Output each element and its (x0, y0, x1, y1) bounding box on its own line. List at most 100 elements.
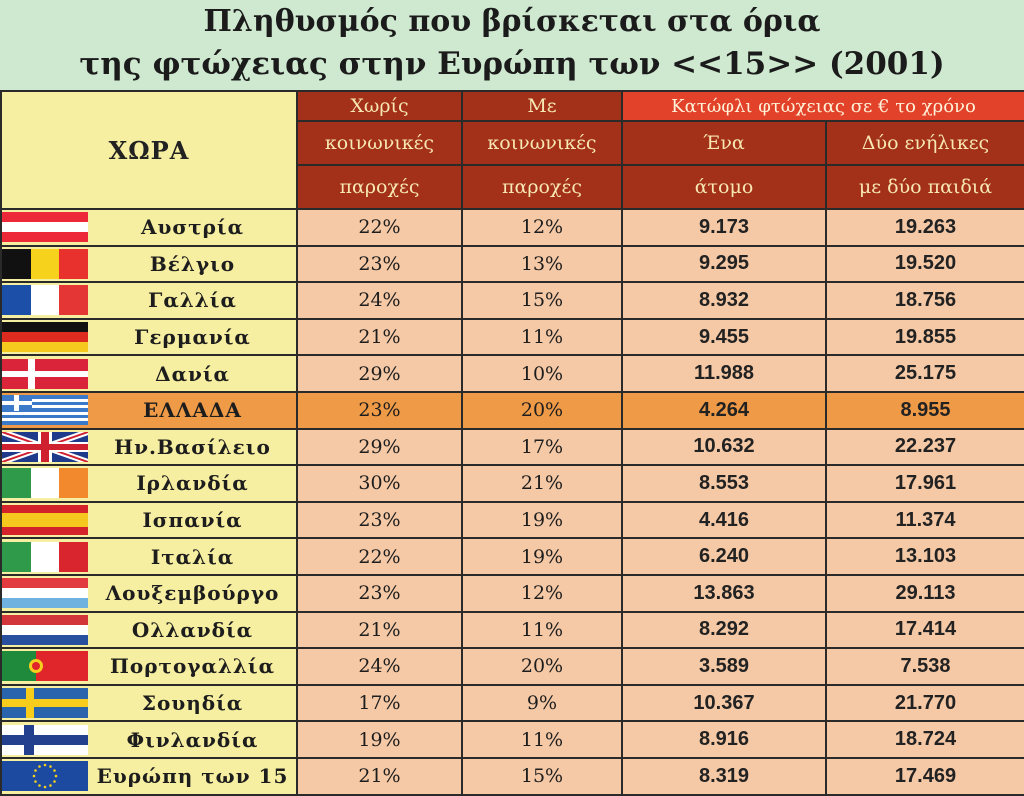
table-row: Αυστρία 22% 12% 9.173 19.263 (0, 208, 1024, 247)
country-name: Ευρώπη των 15 (89, 756, 298, 796)
sweden-flag (0, 683, 89, 723)
single-threshold-value: 9.295 (621, 244, 827, 284)
single-threshold-value: 4.264 (621, 390, 827, 430)
without-benefits-value: 24% (296, 647, 463, 686)
header-threshold: Κατώφλι φτώχειας σε € το χρόνο (621, 90, 1024, 122)
table-row: Πορτογαλλία 24% 20% 3.589 7.538 (0, 647, 1024, 686)
country-name: Ιρλανδία (89, 464, 298, 503)
germany-flag (0, 317, 89, 357)
finland-flag (0, 720, 89, 759)
title-line-1: Πληθυσμός που βρίσκεται στα όρια (203, 4, 821, 39)
header-family-2: με δύο παιδιά (825, 164, 1024, 210)
with-benefits-value: 20% (461, 647, 623, 686)
family-threshold-value: 8.955 (825, 390, 1024, 430)
header-without-3: παροχές (296, 164, 463, 210)
header-family-1: Δύο ενήλικες (825, 120, 1024, 166)
table-row: Ην.Βασίλειο 29% 17% 10.632 22.237 (0, 427, 1024, 467)
single-threshold-value: 8.932 (621, 281, 827, 320)
family-threshold-value: 19.263 (825, 208, 1024, 247)
poverty-table: ΧΩΡΑ Χωρίς Με Κατώφλι φτώχειας σε € το χ… (0, 90, 1024, 796)
with-benefits-value: 15% (461, 756, 623, 796)
header-without-1: Χωρίς (296, 90, 463, 122)
without-benefits-value: 23% (296, 573, 463, 613)
luxembourg-flag (0, 573, 89, 613)
with-benefits-value: 19% (461, 500, 623, 540)
without-benefits-value: 30% (296, 464, 463, 503)
country-name: Αυστρία (89, 208, 298, 247)
table-row: ΕΛΛΑΔΑ 23% 20% 4.264 8.955 (0, 390, 1024, 430)
header-with-1: Με (461, 90, 623, 122)
country-name: Ισπανία (89, 500, 298, 540)
header-with-3: παροχές (461, 164, 623, 210)
with-benefits-value: 15% (461, 281, 623, 320)
without-benefits-value: 21% (296, 317, 463, 357)
without-benefits-value: 23% (296, 244, 463, 284)
country-name: Ολλανδία (89, 610, 298, 650)
without-benefits-value: 24% (296, 281, 463, 320)
family-threshold-value: 22.237 (825, 427, 1024, 467)
without-benefits-value: 21% (296, 610, 463, 650)
single-threshold-value: 10.632 (621, 427, 827, 467)
country-name: Ιταλία (89, 537, 298, 576)
italy-flag (0, 537, 89, 576)
family-threshold-value: 17.469 (825, 756, 1024, 796)
table-row: Γερμανία 21% 11% 9.455 19.855 (0, 317, 1024, 357)
family-threshold-value: 17.414 (825, 610, 1024, 650)
single-threshold-value: 8.916 (621, 720, 827, 759)
table-row: Ευρώπη των 15 21% 15% 8.319 17.469 (0, 756, 1024, 796)
with-benefits-value: 11% (461, 610, 623, 650)
title: Πληθυσμός που βρίσκεται στα όρια της φτώ… (0, 0, 1024, 90)
without-benefits-value: 22% (296, 537, 463, 576)
without-benefits-value: 29% (296, 354, 463, 393)
single-threshold-value: 8.319 (621, 756, 827, 796)
table-row: Ισπανία 23% 19% 4.416 11.374 (0, 500, 1024, 540)
portugal-flag (0, 647, 89, 686)
without-benefits-value: 17% (296, 683, 463, 723)
with-benefits-value: 10% (461, 354, 623, 393)
table-row: Λουξεμβούργο 23% 12% 13.863 29.113 (0, 573, 1024, 613)
without-benefits-value: 23% (296, 390, 463, 430)
family-threshold-value: 7.538 (825, 647, 1024, 686)
without-benefits-value: 23% (296, 500, 463, 540)
eu-flag (0, 756, 89, 796)
with-benefits-value: 11% (461, 720, 623, 759)
single-threshold-value: 3.589 (621, 647, 827, 686)
family-threshold-value: 21.770 (825, 683, 1024, 723)
single-threshold-value: 11.988 (621, 354, 827, 393)
with-benefits-value: 21% (461, 464, 623, 503)
country-name: Δανία (89, 354, 298, 393)
table-row: Ιρλανδία 30% 21% 8.553 17.961 (0, 464, 1024, 503)
single-threshold-value: 9.455 (621, 317, 827, 357)
denmark-flag (0, 354, 89, 393)
country-name: Σουηδία (89, 683, 298, 723)
without-benefits-value: 21% (296, 756, 463, 796)
without-benefits-value: 22% (296, 208, 463, 247)
table-row: Βέλγιο 23% 13% 9.295 19.520 (0, 244, 1024, 284)
family-threshold-value: 19.520 (825, 244, 1024, 284)
single-threshold-value: 10.367 (621, 683, 827, 723)
uk-flag (0, 427, 89, 467)
family-threshold-value: 13.103 (825, 537, 1024, 576)
table-row: Γαλλία 24% 15% 8.932 18.756 (0, 281, 1024, 320)
single-threshold-value: 6.240 (621, 537, 827, 576)
france-flag (0, 281, 89, 320)
header-with-2: κοινωνικές (461, 120, 623, 166)
austria-flag (0, 208, 89, 247)
with-benefits-value: 9% (461, 683, 623, 723)
belgium-flag (0, 244, 89, 284)
without-benefits-value: 29% (296, 427, 463, 467)
family-threshold-value: 18.724 (825, 720, 1024, 759)
single-threshold-value: 4.416 (621, 500, 827, 540)
table-row: Ιταλία 22% 19% 6.240 13.103 (0, 537, 1024, 576)
country-name: Γαλλία (89, 281, 298, 320)
family-threshold-value: 19.855 (825, 317, 1024, 357)
single-threshold-value: 8.553 (621, 464, 827, 503)
family-threshold-value: 25.175 (825, 354, 1024, 393)
country-name: Γερμανία (89, 317, 298, 357)
header-country: ΧΩΡΑ (0, 90, 298, 210)
family-threshold-value: 11.374 (825, 500, 1024, 540)
with-benefits-value: 13% (461, 244, 623, 284)
with-benefits-value: 11% (461, 317, 623, 357)
ireland-flag (0, 464, 89, 503)
